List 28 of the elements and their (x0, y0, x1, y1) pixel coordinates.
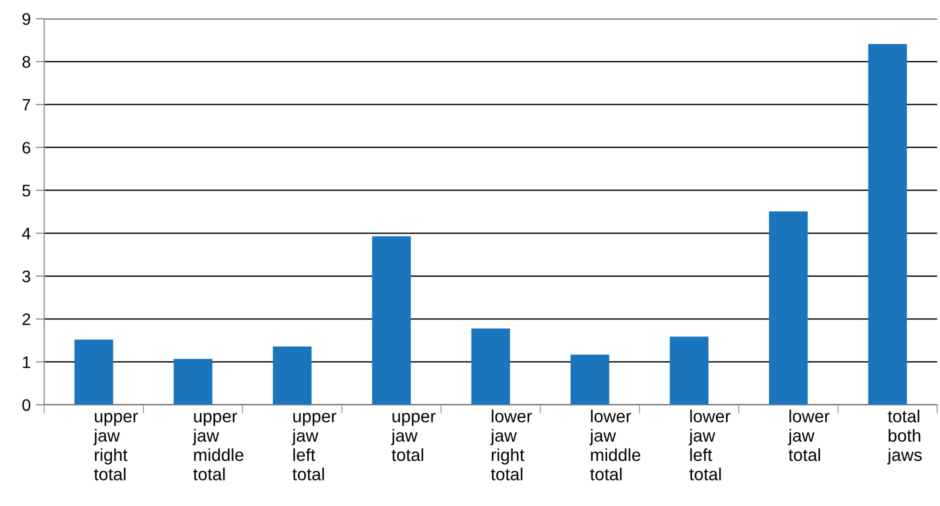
x-tick-label: total both jaws (887, 410, 922, 465)
x-tick-label: lower jaw right total (490, 410, 532, 480)
bar (272, 346, 312, 405)
y-tick-label: 1 (22, 356, 30, 368)
x-tick-label: upper jaw total (391, 412, 436, 462)
y-tick-label: 5 (22, 184, 30, 197)
y-tick-label: 9 (22, 13, 30, 25)
x-tick-label: upper jaw middle total (192, 412, 244, 480)
bar (372, 236, 411, 405)
y-tick-label: 4 (22, 228, 30, 240)
x-tick-label: lower jaw left total (688, 410, 730, 480)
bar (868, 44, 907, 405)
y-tick-label: 2 (22, 313, 30, 326)
bar (570, 354, 610, 405)
y-tick-label: 0 (22, 399, 30, 412)
bar (174, 358, 212, 405)
x-tick-label: lower jaw total (788, 410, 830, 462)
bar (471, 328, 510, 405)
bar (769, 211, 808, 405)
x-tick-label: upper jaw left total (292, 412, 336, 480)
x-tick-label: lower jaw middle total (589, 410, 640, 480)
y-tick-label: 8 (22, 56, 30, 68)
y-tick-label: 3 (22, 270, 30, 282)
x-tick-label: upper jaw right total (93, 412, 138, 480)
y-tick-label: 7 (22, 99, 30, 111)
bar (670, 336, 708, 405)
bar (74, 340, 114, 405)
y-tick-label: 6 (22, 142, 30, 154)
